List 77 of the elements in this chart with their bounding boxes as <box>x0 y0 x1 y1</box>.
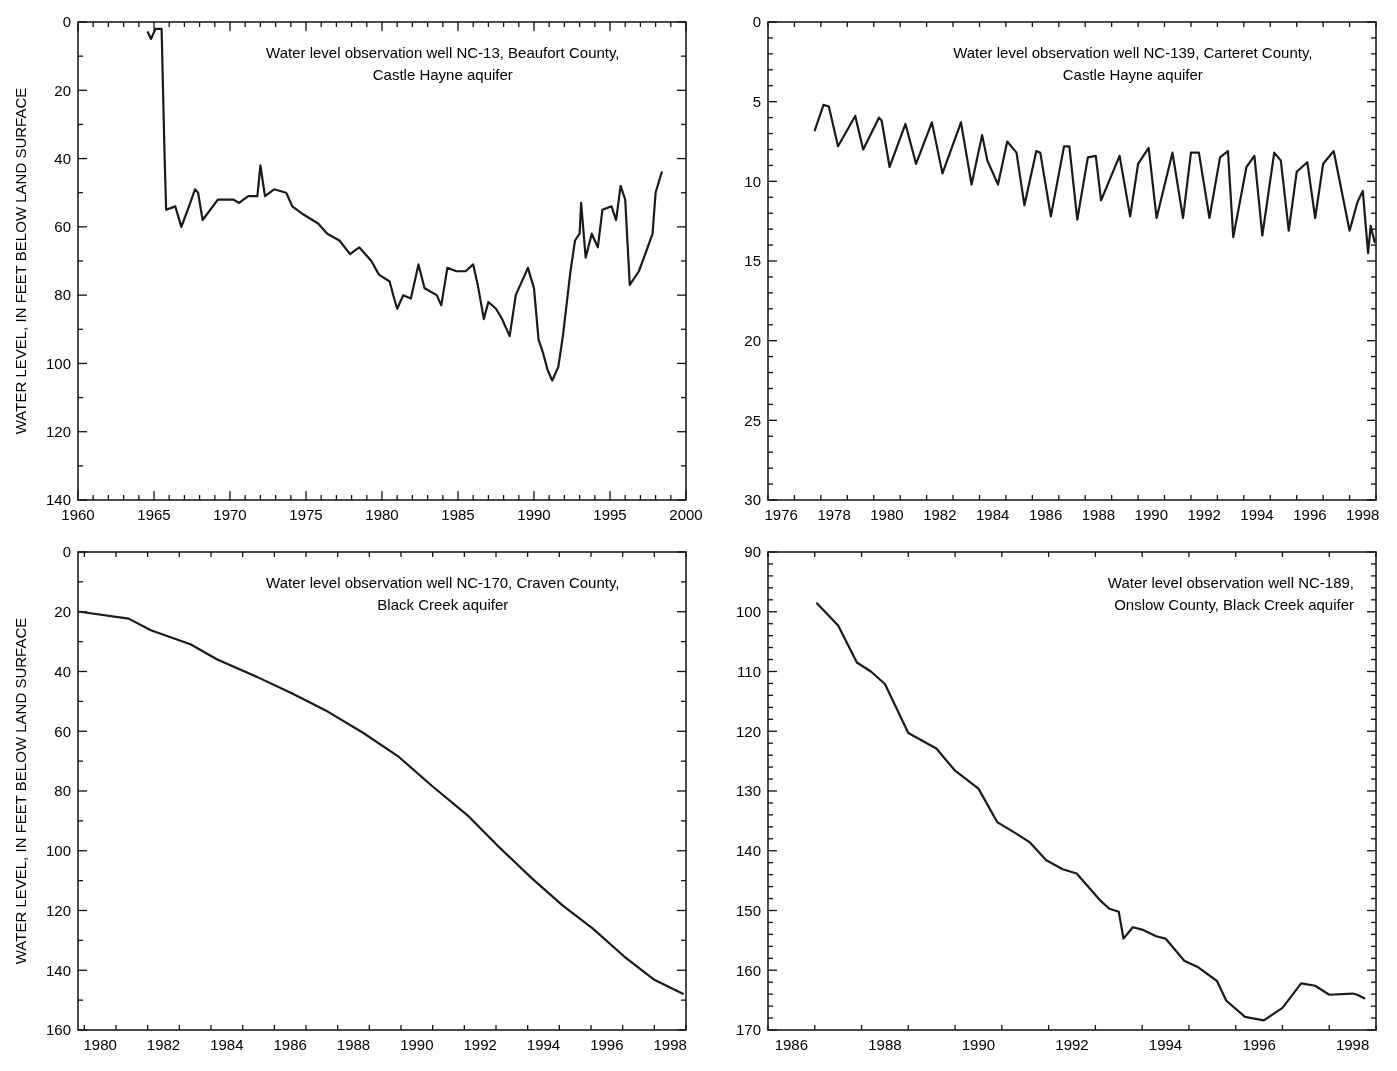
y-tick-label: 140 <box>735 842 761 859</box>
y-tick-label: 20 <box>54 81 71 99</box>
y-tick-label: 40 <box>54 149 71 167</box>
x-tick-label: 1992 <box>463 1036 497 1053</box>
y-tick-label: 100 <box>45 354 71 372</box>
x-tick-label: 1978 <box>817 506 851 523</box>
y-tick-label: 20 <box>54 603 71 620</box>
y-tick-label: 10 <box>744 172 761 190</box>
x-tick-label: 1994 <box>1148 1036 1183 1053</box>
y-axis-title: WATER LEVEL, IN FEET BELOW LAND SURFACE <box>12 87 29 435</box>
y-tick-label: 110 <box>737 662 761 680</box>
x-tick-label: 1990 <box>961 1036 996 1053</box>
y-tick-label: 25 <box>744 411 761 429</box>
x-tick-label: 1990 <box>1134 506 1168 523</box>
text: Water level observation well NC-170, Craven County, Black Creek aquifer <box>266 574 620 613</box>
x-tick-label: 1984 <box>210 1036 244 1053</box>
y-tick-label: 160 <box>735 961 761 979</box>
y-tick-label: 170 <box>735 1021 761 1039</box>
x-tick-label: 1986 <box>273 1036 307 1053</box>
x-tick-label: 1982 <box>146 1036 181 1053</box>
x-tick-label: 1960 <box>61 506 95 523</box>
y-tick-label: 140 <box>45 961 71 979</box>
y-tick-label: 140 <box>45 491 71 509</box>
y-tick-label: 120 <box>45 422 71 440</box>
y-tick-label: 80 <box>54 286 71 304</box>
y-tick-label: 130 <box>735 782 761 800</box>
y-tick-label: 160 <box>45 1021 71 1039</box>
x-tick-label: 1996 <box>590 1036 624 1053</box>
x-tick-label: 1975 <box>289 506 323 523</box>
x-tick-label: 1994 <box>526 1036 561 1053</box>
x-tick-label: 1998 <box>1335 1036 1370 1053</box>
x-tick-label: 1970 <box>213 506 247 523</box>
y-tick-label: 0 <box>62 543 71 561</box>
y-tick-label: 15 <box>744 252 761 270</box>
x-tick-label: 1995 <box>593 506 627 523</box>
x-tick-label: 1996 <box>1242 1036 1276 1053</box>
x-tick-label: 1990 <box>400 1036 434 1053</box>
y-tick-label: 5 <box>752 92 761 110</box>
y-tick-label: 40 <box>54 662 71 680</box>
x-tick-label: 1998 <box>653 1036 687 1053</box>
y-tick-label: 100 <box>735 603 761 620</box>
y-tick-label: 150 <box>735 901 761 919</box>
x-tick-label: 1980 <box>365 506 399 523</box>
y-axis-title: WATER LEVEL, IN FEET BELOW LAND SURFACE <box>12 617 29 965</box>
x-tick-label: 1994 <box>1240 506 1274 523</box>
x-tick-label: 1988 <box>868 1036 902 1053</box>
y-tick-label: 0 <box>62 13 71 31</box>
x-tick-label: 1990 <box>517 506 551 523</box>
text: Water level observation well NC-139, Carteret County, Castle Hayne aquifer <box>953 44 1313 83</box>
y-tick-label: 60 <box>54 218 71 236</box>
x-tick-label: 1980 <box>83 1036 117 1053</box>
y-tick-label: 120 <box>735 722 761 740</box>
y-tick-label: 80 <box>54 782 71 800</box>
text: Water level observation well NC-189, Onslow County, Black Creek aquifer <box>1107 574 1354 613</box>
x-tick-label: 1988 <box>336 1036 371 1053</box>
y-tick-label: 20 <box>744 331 761 349</box>
y-tick-label: 100 <box>45 842 71 859</box>
x-tick-label: 1992 <box>1187 506 1221 523</box>
text: Water level observation well NC-13, Beaufort County, Castle Hayne aquifer <box>266 44 620 83</box>
y-tick-label: 60 <box>54 722 71 740</box>
x-tick-label: 1984 <box>976 506 1010 523</box>
y-tick-label: 0 <box>752 13 761 31</box>
y-tick-label: 90 <box>744 543 761 561</box>
x-tick-label: 1992 <box>1055 1036 1089 1053</box>
x-tick-label: 1982 <box>923 506 957 523</box>
x-tick-label: 1996 <box>1293 506 1327 523</box>
x-tick-label: 1988 <box>1081 506 1116 523</box>
x-tick-label: 2000 <box>669 506 703 523</box>
x-tick-label: 1980 <box>870 506 904 523</box>
x-tick-label: 1965 <box>137 506 171 523</box>
x-tick-label: 1998 <box>1346 506 1380 523</box>
y-tick-label: 30 <box>744 491 761 509</box>
x-tick-label: 1976 <box>764 506 798 523</box>
x-tick-label: 1985 <box>441 506 475 523</box>
y-tick-label: 120 <box>45 901 71 919</box>
x-tick-label: 1986 <box>774 1036 809 1053</box>
x-tick-label: 1986 <box>1028 506 1063 523</box>
